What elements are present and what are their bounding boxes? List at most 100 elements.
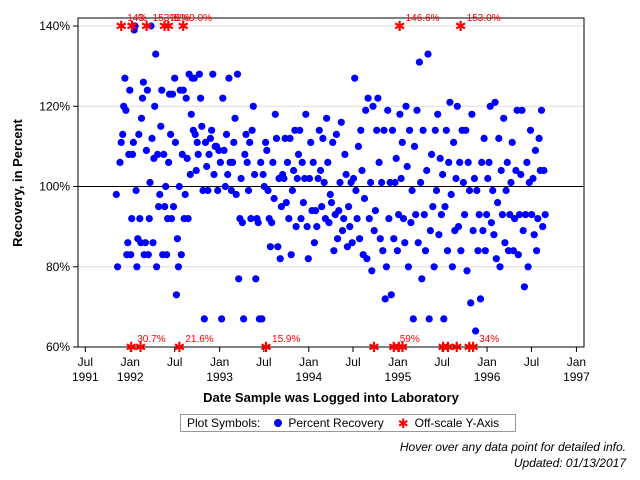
data-point — [160, 150, 168, 158]
data-point — [425, 315, 433, 323]
offscale-markers: ✱ 143✱ %✱ 153%✱ 21%✱ 5%✱ 9.0% ✱ 146.6% ✱ 153.0%✱ 30… — [115, 13, 500, 355]
data-point — [141, 239, 149, 247]
data-point — [486, 102, 494, 110]
data-point — [338, 227, 347, 235]
data-point — [522, 211, 530, 219]
data-point — [517, 170, 525, 179]
blue-dot-icon — [274, 419, 283, 427]
data-point — [457, 247, 465, 255]
data-point — [198, 122, 206, 130]
data-point — [121, 74, 129, 82]
data-point — [316, 166, 325, 175]
data-point — [388, 126, 397, 134]
data-point — [403, 162, 411, 171]
hover-hint: Hover over any data point for detailed i… — [399, 440, 626, 454]
legend-item-offscale: ✱ Off-scale Y-Axis — [398, 416, 499, 430]
data-point — [171, 138, 179, 146]
offscale-marker: ✱ — [368, 339, 380, 355]
data-point — [348, 239, 356, 247]
offscale-marker: ✱ — [451, 339, 463, 355]
data-point — [442, 126, 450, 134]
data-point — [528, 211, 536, 219]
data-point — [353, 215, 361, 223]
data-point — [535, 134, 543, 142]
legend-title: Plot Symbols: — [187, 416, 261, 430]
data-point — [193, 138, 201, 146]
plot-frame — [77, 17, 585, 348]
data-point — [363, 255, 371, 263]
data-point — [456, 158, 464, 166]
x-tick-label-month: Jul — [256, 355, 271, 369]
data-point — [453, 102, 461, 110]
data-point — [343, 243, 351, 251]
data-point — [415, 58, 423, 66]
data-point — [329, 138, 337, 146]
data-point — [463, 267, 471, 275]
data-point — [420, 211, 428, 219]
y-axis: 60% 80% 100% 120% 140% — [39, 19, 78, 354]
data-point — [439, 170, 447, 179]
data-point — [243, 158, 251, 166]
offscale-label: 9.0% — [189, 13, 212, 24]
data-point — [190, 74, 198, 82]
data-point — [231, 114, 239, 122]
data-point — [429, 203, 437, 211]
offscale-marker: ✱ — [126, 18, 138, 34]
data-point — [342, 170, 350, 179]
data-point — [246, 138, 254, 146]
data-point — [276, 255, 284, 263]
data-point — [534, 215, 542, 223]
data-point — [365, 215, 373, 223]
data-point — [173, 235, 181, 243]
data-point — [357, 126, 365, 134]
data-point — [349, 174, 358, 183]
data-point — [286, 134, 294, 142]
data-point — [313, 223, 321, 231]
data-point — [381, 295, 389, 303]
x-tick-label-month: Jul — [78, 355, 93, 369]
data-point — [406, 126, 414, 134]
data-point — [181, 190, 189, 199]
data-point — [474, 247, 482, 255]
data-point — [163, 251, 171, 259]
data-point — [264, 186, 272, 195]
x-tick-label-year: 1993 — [206, 370, 233, 384]
data-point — [367, 178, 375, 187]
data-point — [520, 283, 529, 291]
legend-label-recovery: Percent Recovery — [288, 416, 384, 430]
data-point — [497, 166, 505, 175]
data-point — [327, 199, 336, 207]
data-point — [431, 126, 439, 134]
data-point — [399, 215, 408, 223]
x-tick-label-year: 1992 — [117, 370, 144, 384]
data-point — [514, 251, 522, 259]
data-point — [221, 182, 229, 191]
data-point — [165, 158, 173, 166]
data-point — [368, 267, 376, 275]
data-point — [459, 178, 467, 187]
data-point — [263, 146, 271, 154]
data-point — [330, 247, 338, 255]
offscale-marker: ✱ — [455, 18, 467, 34]
data-point — [314, 174, 322, 183]
data-point — [360, 194, 369, 203]
data-point — [191, 130, 199, 138]
data-point — [531, 146, 540, 154]
data-point — [369, 102, 377, 110]
data-point — [410, 142, 419, 150]
data-point — [200, 315, 208, 323]
data-point — [418, 275, 426, 283]
data-point — [500, 114, 508, 122]
data-point — [280, 174, 288, 183]
data-point — [352, 186, 360, 195]
data-point — [323, 114, 331, 122]
data-point — [235, 275, 243, 283]
data-point — [282, 199, 290, 207]
data-point — [192, 166, 200, 175]
data-point — [476, 295, 485, 303]
data-point — [445, 158, 453, 166]
data-point — [407, 219, 415, 227]
data-point — [274, 243, 282, 251]
data-point — [384, 106, 392, 114]
